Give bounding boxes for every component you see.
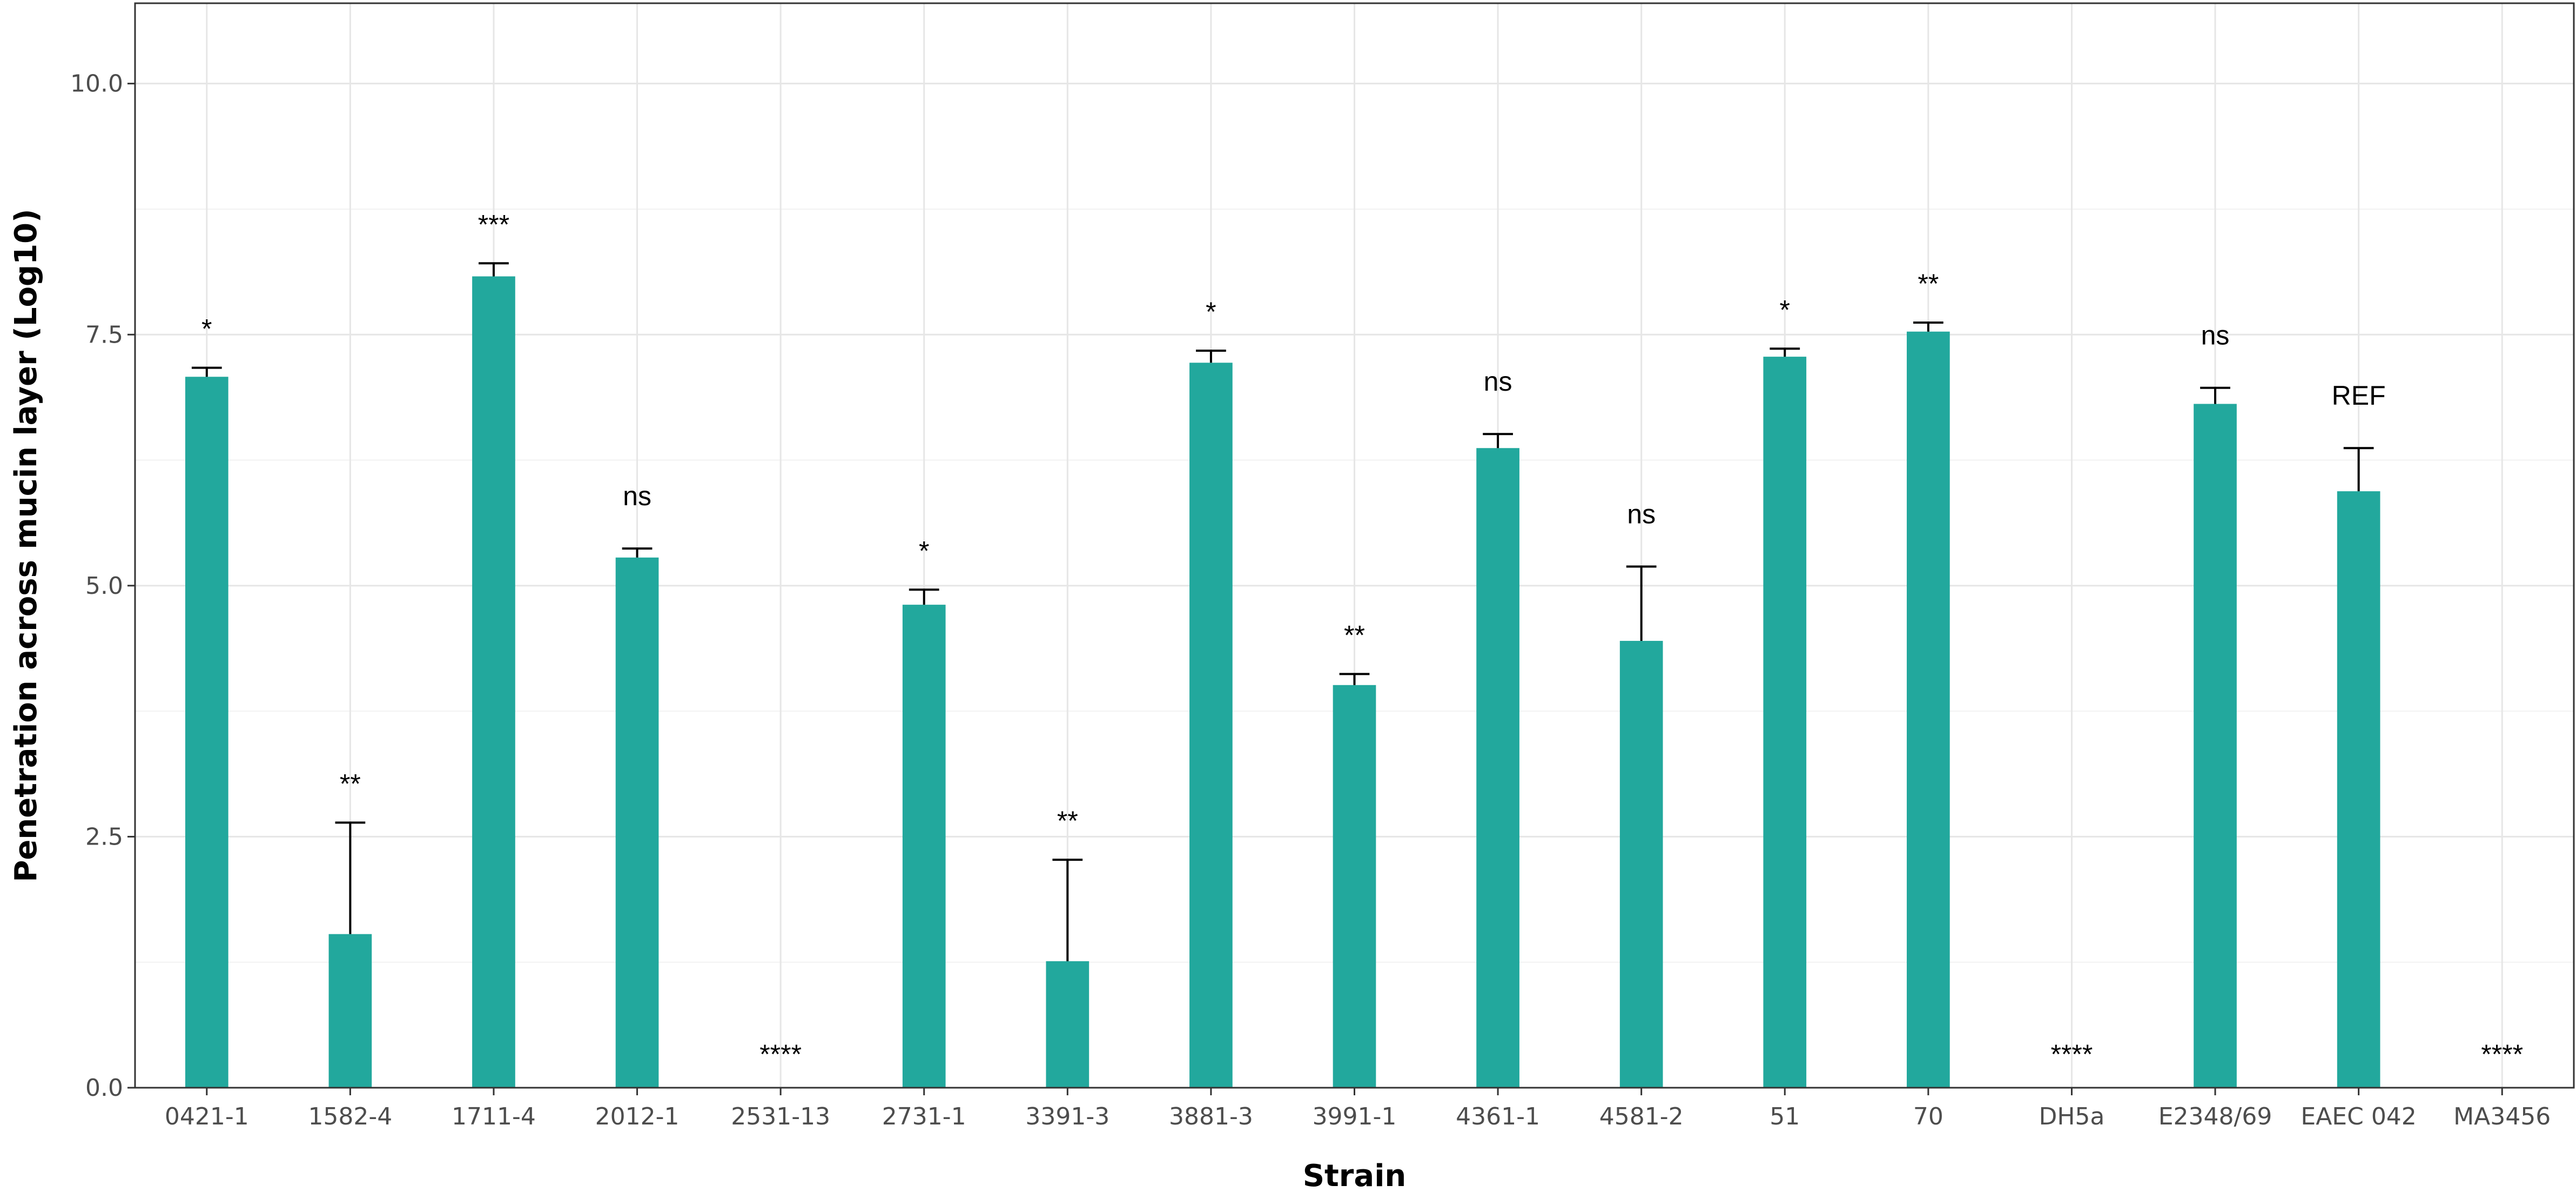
significance-label: ** (1057, 806, 1078, 836)
significance-label: ns (1627, 499, 1656, 530)
significance-label: **** (759, 1039, 802, 1069)
x-tick-label: 51 (1770, 1103, 1800, 1130)
significance-label: **** (2481, 1039, 2523, 1069)
x-axis-title: Strain (1303, 1158, 1407, 1192)
bar-4361-1 (1476, 448, 1519, 1088)
x-axis-ticks: 0421-1 1582-4 1711-4 2012-1 2531-13 2731-1 339… (165, 1088, 2551, 1130)
bar-2731-1 (902, 605, 946, 1088)
significance-label: ** (1344, 620, 1365, 650)
y-axis-title: Penetration across mucin layer (Log10) (9, 209, 44, 882)
significance-label: * (201, 314, 212, 344)
x-tick-label: E2348/69 (2158, 1103, 2272, 1130)
bars (185, 276, 2380, 1088)
x-tick-label: 4581-2 (1599, 1103, 1684, 1130)
significance-label: *** (478, 209, 509, 239)
y-axis-ticks: 0.0 2.5 5.0 7.5 10.0 (70, 70, 135, 1102)
bar-eaec-042 (2337, 491, 2380, 1088)
x-tick-label: MA3456 (2453, 1103, 2551, 1130)
y-tick-label: 2.5 (85, 823, 123, 851)
bar-70 (1907, 331, 1950, 1088)
error-bars (191, 262, 2374, 961)
significance-label: ns (623, 481, 651, 511)
x-tick-label: 3991-1 (1313, 1103, 1397, 1130)
bar-51 (1763, 357, 1807, 1088)
bar-1582-4 (328, 934, 372, 1088)
y-tick-label: 7.5 (85, 321, 123, 349)
x-tick-label: 2012-1 (595, 1103, 680, 1130)
x-tick-label: 2731-1 (882, 1103, 966, 1130)
bar-e2348-69 (2194, 404, 2237, 1088)
bar-0421-1 (185, 377, 228, 1088)
significance-label: **** (2051, 1039, 2093, 1069)
bar-4581-2 (1619, 641, 1663, 1088)
bar-1711-4 (472, 276, 515, 1088)
x-tick-label: 70 (1913, 1103, 1943, 1130)
bar-2012-1 (615, 557, 659, 1088)
x-tick-label: 4361-1 (1456, 1103, 1540, 1130)
x-tick-label: 1711-4 (452, 1103, 536, 1130)
significance-label: ns (1484, 366, 1512, 397)
significance-label: * (919, 535, 929, 566)
bar-3991-1 (1333, 685, 1376, 1088)
significance-label: ** (340, 768, 361, 799)
x-tick-label: EAEC 042 (2301, 1103, 2416, 1130)
y-tick-label: 5.0 (85, 572, 123, 600)
significance-label: ns (2201, 320, 2230, 351)
x-tick-label: 1582-4 (308, 1103, 392, 1130)
x-tick-label: 3881-3 (1169, 1103, 1253, 1130)
x-tick-label: 2531-13 (731, 1103, 830, 1130)
significance-label: * (1780, 294, 1790, 325)
bar-3391-3 (1046, 961, 1089, 1088)
x-tick-label: 3391-3 (1025, 1103, 1109, 1130)
significance-label: REF (2332, 380, 2386, 411)
x-tick-label: 0421-1 (165, 1103, 249, 1130)
y-tick-label: 0.0 (85, 1074, 123, 1102)
significance-label: * (1206, 297, 1216, 327)
significance-label: ** (1918, 269, 1939, 299)
plot-panel-border (134, 2, 2575, 1089)
bar-3881-3 (1189, 363, 1233, 1088)
y-tick-label: 10.0 (70, 70, 123, 98)
x-tick-label: DH5a (2039, 1103, 2104, 1130)
